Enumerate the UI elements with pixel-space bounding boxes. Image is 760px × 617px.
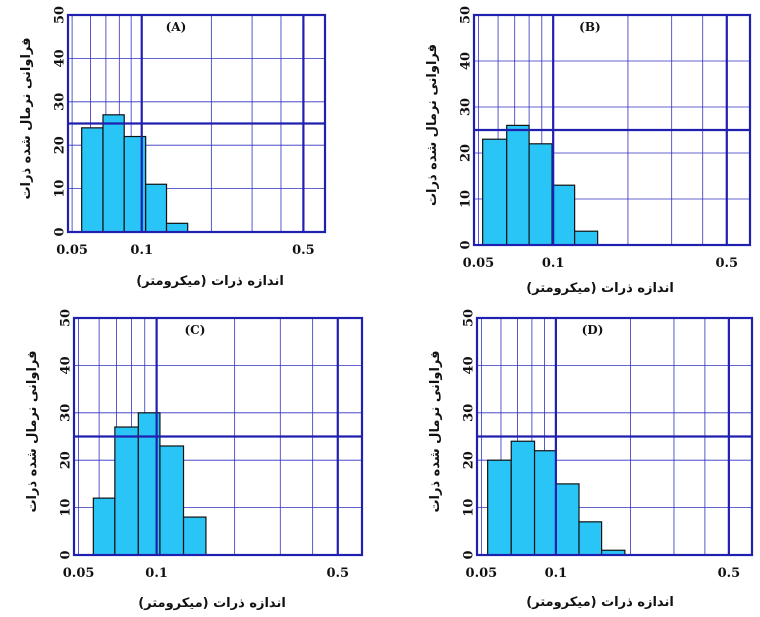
y-tick-label: 40 (53, 49, 68, 67)
y-tick-label: 20 (59, 451, 74, 469)
x-tick-label: 0.05 (63, 566, 95, 581)
x-tick-label: 0.5 (292, 243, 315, 258)
y-tick-label: 20 (459, 144, 474, 162)
y-tick-label: 0 (462, 550, 477, 559)
bar (528, 143, 553, 246)
y-axis-label: فراوانی نرمال شده ذرات (425, 44, 440, 206)
bar (555, 483, 580, 556)
x-tick-label: 0.1 (542, 256, 565, 271)
y-tick-label: 20 (462, 451, 477, 469)
y-tick-label: 50 (59, 309, 74, 327)
x-tick-label: 0.5 (718, 566, 741, 581)
plot-frame (472, 13, 752, 247)
bar (102, 114, 125, 233)
y-tick-label: 40 (59, 356, 74, 374)
x-tick-label: 0.1 (130, 243, 153, 258)
bar (578, 521, 603, 556)
chart-title: (C) (185, 323, 206, 337)
x-axis-label: اندازه ذرات (میکرومتر) (526, 281, 674, 296)
y-tick-label: 30 (462, 404, 477, 422)
y-tick-label: 30 (459, 98, 474, 116)
x-tick-label: 0.5 (715, 256, 738, 271)
bar (81, 127, 104, 233)
bar (114, 426, 139, 556)
y-tick-label: 0 (53, 227, 68, 236)
bar (487, 459, 512, 556)
x-tick-label: 0.05 (466, 566, 498, 581)
bar (551, 184, 576, 246)
x-tick-label: 0.05 (56, 243, 88, 258)
chart-title: (D) (582, 323, 604, 337)
y-tick-label: 40 (459, 52, 474, 70)
y-tick-label: 10 (459, 190, 474, 208)
y-tick-label: 0 (459, 240, 474, 249)
chart-title: (A) (166, 20, 187, 34)
y-tick-label: 20 (53, 136, 68, 154)
x-axis-label: اندازه ذرات (میکرومتر) (138, 596, 286, 611)
y-tick-label: 50 (462, 309, 477, 327)
x-tick-label: 0.05 (463, 256, 495, 271)
y-tick-label: 40 (462, 356, 477, 374)
y-tick-label: 0 (59, 550, 74, 559)
bar (145, 183, 168, 233)
plot-frame (475, 316, 754, 557)
y-tick-label: 50 (53, 6, 68, 24)
y-tick-label: 30 (53, 93, 68, 111)
x-tick-label: 0.5 (326, 566, 349, 581)
x-tick-label: 0.1 (145, 566, 168, 581)
bar (182, 516, 207, 556)
y-axis-label: فراوانی نرمال شده ذرات (19, 37, 34, 199)
plot-frame (72, 316, 364, 557)
bar (533, 450, 557, 556)
y-tick-label: 30 (59, 404, 74, 422)
plot-frame (66, 13, 327, 234)
y-tick-label: 50 (459, 6, 474, 24)
bar (165, 222, 189, 233)
bar (510, 440, 536, 556)
y-tick-label: 10 (462, 499, 477, 517)
y-axis-label: فراوانی نرمال شده ذرات (25, 350, 40, 512)
bar (482, 138, 508, 246)
x-axis-label: اندازه ذرات (میکرومتر) (526, 595, 674, 610)
bar (506, 124, 530, 246)
bar (159, 445, 185, 556)
bar (92, 497, 116, 556)
x-tick-label: 0.1 (545, 566, 568, 581)
y-tick-label: 10 (53, 180, 68, 198)
x-axis-label: اندازه ذرات (میکرومتر) (136, 274, 284, 289)
y-axis-label: فراوانی نرمال شده ذرات (428, 350, 443, 512)
chart-title: (B) (579, 20, 601, 34)
y-tick-label: 10 (59, 499, 74, 517)
bar (574, 230, 599, 246)
